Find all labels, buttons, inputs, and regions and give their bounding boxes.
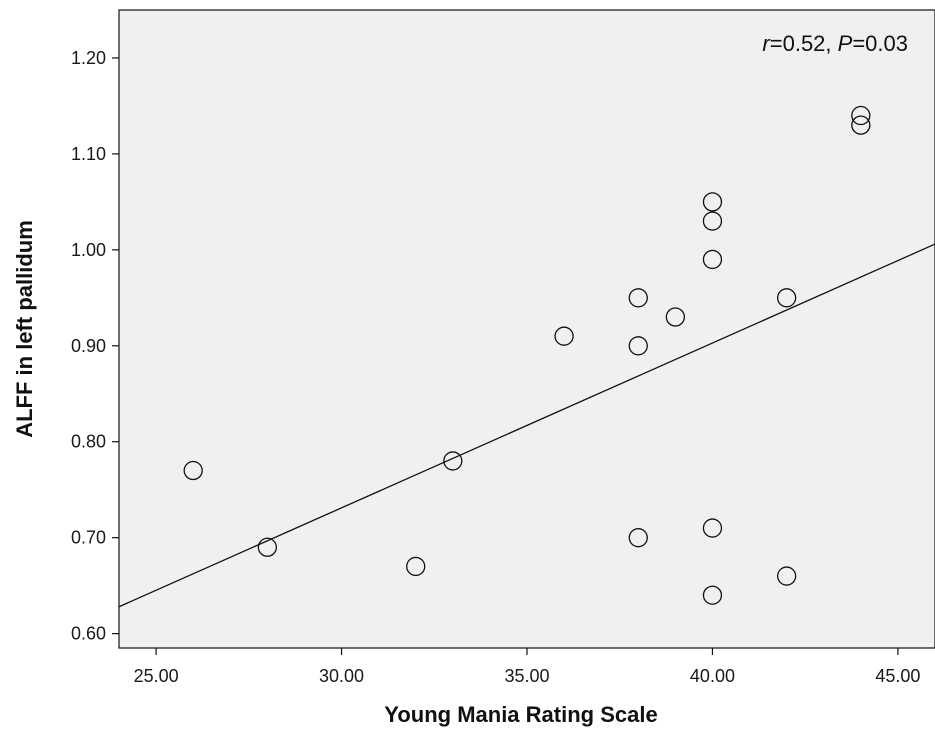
data-point [702, 192, 723, 212]
data-point [665, 307, 686, 327]
data-point [628, 288, 648, 308]
data-point [702, 585, 723, 605]
x-tick-label: 35.00 [504, 666, 549, 686]
correlation-annotation: r=0.52, P=0.03 [762, 31, 908, 56]
r-value: =0.52, [770, 31, 838, 56]
data-point [702, 211, 723, 231]
data-point [776, 566, 797, 586]
data-point [628, 336, 648, 356]
regression-line [118, 243, 935, 608]
x-tick-label: 25.00 [134, 666, 179, 686]
y-tick-label: 1.20 [71, 48, 106, 68]
data-point [406, 556, 426, 577]
x-tick-label: 45.00 [875, 666, 920, 686]
data-point [851, 105, 871, 126]
data-point [257, 537, 278, 557]
y-axis: 0.60 0.70 0.80 0.90 1.00 1.10 1.20 [71, 48, 119, 644]
y-tick-label: 0.60 [71, 624, 106, 644]
y-tick-label: 0.70 [71, 528, 106, 548]
x-axis-title: Young Mania Rating Scale [384, 702, 657, 727]
p-value: =0.03 [852, 31, 908, 56]
data-point [851, 115, 871, 135]
r-symbol: r [762, 31, 771, 56]
data-point [554, 326, 574, 346]
x-tick-label: 30.00 [319, 666, 364, 686]
x-axis: 25.00 30.00 35.00 40.00 45.00 [134, 648, 920, 686]
data-point [628, 528, 648, 548]
data-point [702, 249, 723, 270]
data-points [183, 105, 871, 605]
data-point [183, 460, 203, 481]
y-axis-title: ALFF in left pallidum [12, 220, 37, 438]
data-point [776, 288, 797, 308]
p-symbol: P [838, 31, 853, 56]
x-tick-label: 40.00 [690, 666, 735, 686]
plot-area [118, 9, 935, 649]
y-tick-label: 1.00 [71, 240, 106, 260]
y-tick-label: 1.10 [71, 144, 106, 164]
data-point [702, 518, 723, 538]
data-point [443, 451, 463, 471]
y-tick-label: 0.90 [71, 336, 106, 356]
y-tick-label: 0.80 [71, 432, 106, 452]
